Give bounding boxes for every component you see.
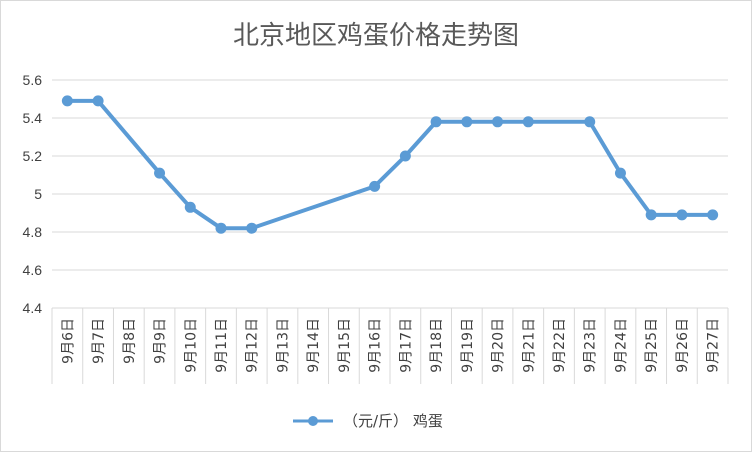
x-tick-label: 9月12日	[245, 318, 261, 373]
x-tick-label: 9月9日	[153, 318, 169, 364]
x-tick-label: 9月21日	[521, 318, 537, 373]
data-point	[154, 167, 166, 179]
y-tick-label: 5	[34, 186, 42, 202]
x-tick-label: 9月11日	[214, 318, 230, 373]
data-point	[215, 222, 227, 234]
data-point	[246, 222, 258, 234]
x-tick-label: 9月15日	[337, 318, 353, 373]
y-tick-label: 5.4	[23, 110, 43, 126]
x-tick-label: 9月19日	[460, 318, 476, 373]
y-tick-label: 5.2	[23, 148, 43, 164]
x-tick-label: 9月16日	[368, 318, 384, 373]
data-point	[707, 209, 719, 221]
x-tick-label: 9月6日	[60, 318, 76, 364]
y-axis-ticks: 4.4 4.6 4.8 5 5.2 5.4 5.6	[23, 72, 43, 316]
x-tick-label: 9月10日	[183, 318, 199, 373]
series-layer	[61, 95, 719, 234]
series-line	[67, 98, 713, 231]
grid-lines	[52, 79, 728, 309]
y-tick-label: 4.4	[23, 300, 43, 316]
chart-title: 北京地区鸡蛋价格走势图	[233, 21, 519, 51]
y-tick-label: 4.8	[23, 224, 43, 240]
x-tick-label: 9月14日	[306, 318, 322, 373]
x-tick-label: 9月17日	[398, 318, 414, 373]
x-tick-label: 9月22日	[552, 318, 568, 373]
x-tick-label: 9月25日	[644, 318, 660, 373]
x-tick-label: 9月7日	[91, 318, 107, 364]
x-tick-label: 9月18日	[429, 318, 445, 373]
data-point	[614, 167, 626, 179]
data-point	[492, 116, 504, 128]
x-tick-label: 9月23日	[583, 318, 599, 373]
legend: （元/斤） 鸡蛋	[293, 412, 443, 430]
data-point	[369, 180, 381, 192]
data-point	[645, 209, 657, 221]
x-tick-label: 9月27日	[706, 318, 722, 373]
data-point	[61, 95, 73, 107]
y-tick-label: 4.6	[23, 262, 43, 278]
x-axis-ticks: 9月6日 9月7日 9月8日 9月9日 9月10日 9月11日 9月12日 9月13日 9月14…	[51, 308, 729, 384]
x-tick-label: 9月24日	[613, 318, 629, 373]
data-point	[184, 201, 196, 213]
data-point	[92, 95, 104, 107]
y-tick-label: 5.6	[23, 72, 43, 88]
x-tick-label: 9月20日	[491, 318, 507, 373]
x-tick-label: 9月26日	[675, 318, 691, 373]
data-point	[584, 116, 596, 128]
data-point	[522, 116, 534, 128]
legend-label: （元/斤） 鸡蛋	[343, 412, 443, 430]
data-point	[430, 116, 442, 128]
x-tick-label: 9月13日	[275, 318, 291, 373]
data-point	[399, 150, 411, 162]
data-point	[676, 209, 688, 221]
legend-dot-marker	[308, 416, 318, 426]
x-tick-label: 9月8日	[122, 318, 138, 364]
data-point	[461, 116, 473, 128]
